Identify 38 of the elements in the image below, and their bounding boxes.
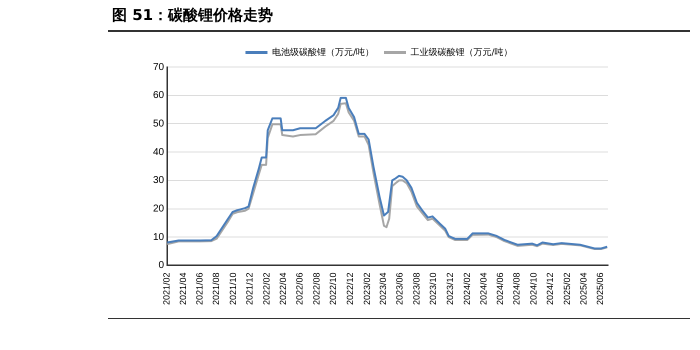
legend-label: 工业级碳酸锂（万元/吨） <box>410 46 513 58</box>
x-tick-label: 2023/02 <box>362 272 372 306</box>
x-tick-label: 2022/08 <box>311 272 322 306</box>
x-tick-label: 2021/08 <box>211 272 222 306</box>
x-tick-label: 2022/04 <box>278 272 288 306</box>
x-tick-label: 2024/10 <box>528 272 538 306</box>
x-tick-label: 2021/02 <box>162 272 172 306</box>
y-tick-label: 40 <box>153 146 165 158</box>
x-tick-label: 2021/06 <box>194 272 205 306</box>
x-tick-label: 2024/04 <box>478 272 488 306</box>
x-tick-label: 2024/12 <box>545 272 556 306</box>
x-tick-label: 2023/12 <box>444 272 455 306</box>
x-tick-label: 2021/12 <box>244 272 255 306</box>
x-tick-label: 2022/10 <box>328 272 338 306</box>
x-tick-label: 2023/10 <box>428 272 438 306</box>
y-tick-label: 30 <box>153 175 165 186</box>
x-tick-label: 2025/06 <box>595 272 606 306</box>
x-tick-label: 2025/04 <box>578 272 588 306</box>
y-tick-label: 10 <box>153 232 165 243</box>
x-tick-label: 2023/06 <box>394 272 405 306</box>
x-tick-label: 2021/04 <box>178 272 188 306</box>
y-tick-label: 20 <box>153 204 165 215</box>
x-tick-label: 2022/12 <box>344 272 355 306</box>
y-tick-label: 50 <box>153 118 165 130</box>
x-tick-label: 2022/06 <box>294 272 305 306</box>
x-tick-label: 2025/02 <box>562 272 572 306</box>
x-tick-label: 2023/08 <box>411 272 422 306</box>
x-tick-label: 2023/04 <box>378 272 388 306</box>
x-tick-label: 2022/02 <box>262 272 272 306</box>
x-tick-label: 2024/08 <box>512 272 522 306</box>
chart-title: 图 51：碳酸锂价格走势 <box>112 6 274 25</box>
x-tick-label: 2021/10 <box>228 272 238 306</box>
x-tick-label: 2024/02 <box>462 272 472 306</box>
legend-label: 电池级碳酸锂（万元/吨） <box>272 46 374 58</box>
x-tick-label: 2024/06 <box>495 272 506 306</box>
y-tick-label: 60 <box>153 90 165 102</box>
y-tick-label: 0 <box>158 260 165 272</box>
y-tick-label: 70 <box>153 62 165 73</box>
